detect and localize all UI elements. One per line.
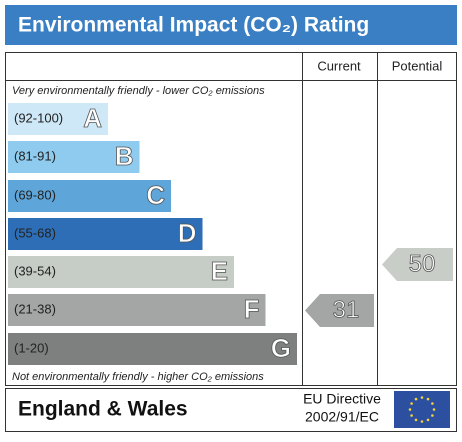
band-letter: B	[115, 141, 134, 171]
region: England & Wales	[18, 398, 188, 421]
title-bar	[5, 5, 457, 45]
current-arrow	[305, 294, 374, 327]
band-range: (92-100)	[14, 110, 63, 125]
directive: EU Directive	[303, 391, 381, 407]
potential-arrow	[382, 248, 453, 281]
star	[408, 408, 412, 411]
band-letter: A	[83, 103, 102, 133]
band	[8, 180, 171, 212]
band-letter: G	[271, 333, 291, 363]
star	[426, 418, 430, 422]
frame	[5, 52, 457, 386]
star	[410, 414, 413, 417]
band	[8, 103, 108, 135]
current-value: 31	[333, 296, 360, 323]
star	[432, 408, 436, 411]
band-range: (69-80)	[14, 187, 56, 202]
star	[414, 397, 418, 401]
eu-stars	[408, 396, 436, 423]
bands: (92-100) A (81-91) B (69-80) C (55-68) D (39-54)…	[8, 102, 297, 365]
star	[414, 418, 418, 422]
star	[431, 414, 434, 417]
directive: 2002/91/EC	[305, 409, 379, 425]
band	[8, 218, 203, 250]
title: Environmental Impact (CO₂) Rating	[18, 14, 369, 37]
star	[420, 420, 424, 423]
band	[8, 333, 297, 365]
potential-value: 50	[409, 250, 436, 277]
band	[8, 141, 140, 173]
band-range: (39-54)	[14, 263, 56, 278]
star	[426, 397, 430, 401]
band-letter: D	[178, 218, 197, 248]
band-range: (21-38)	[14, 301, 56, 316]
band	[8, 294, 266, 326]
column-header: Current	[317, 58, 361, 73]
bottom-note: Not environmentally friendly - higher CO…	[12, 371, 264, 383]
footer-frame	[5, 388, 457, 432]
star	[431, 402, 434, 405]
band-letter: C	[146, 180, 165, 210]
band	[8, 256, 234, 288]
column-header: Potential	[392, 58, 443, 73]
band-letter: E	[211, 256, 228, 286]
band-range: (1-20)	[14, 340, 49, 355]
star	[420, 396, 424, 399]
star	[410, 402, 413, 405]
band-range: (55-68)	[14, 225, 56, 240]
band-letter: F	[244, 294, 260, 324]
band-range: (81-91)	[14, 148, 56, 163]
top-note: Very environmentally friendly - lower CO…	[12, 85, 265, 97]
